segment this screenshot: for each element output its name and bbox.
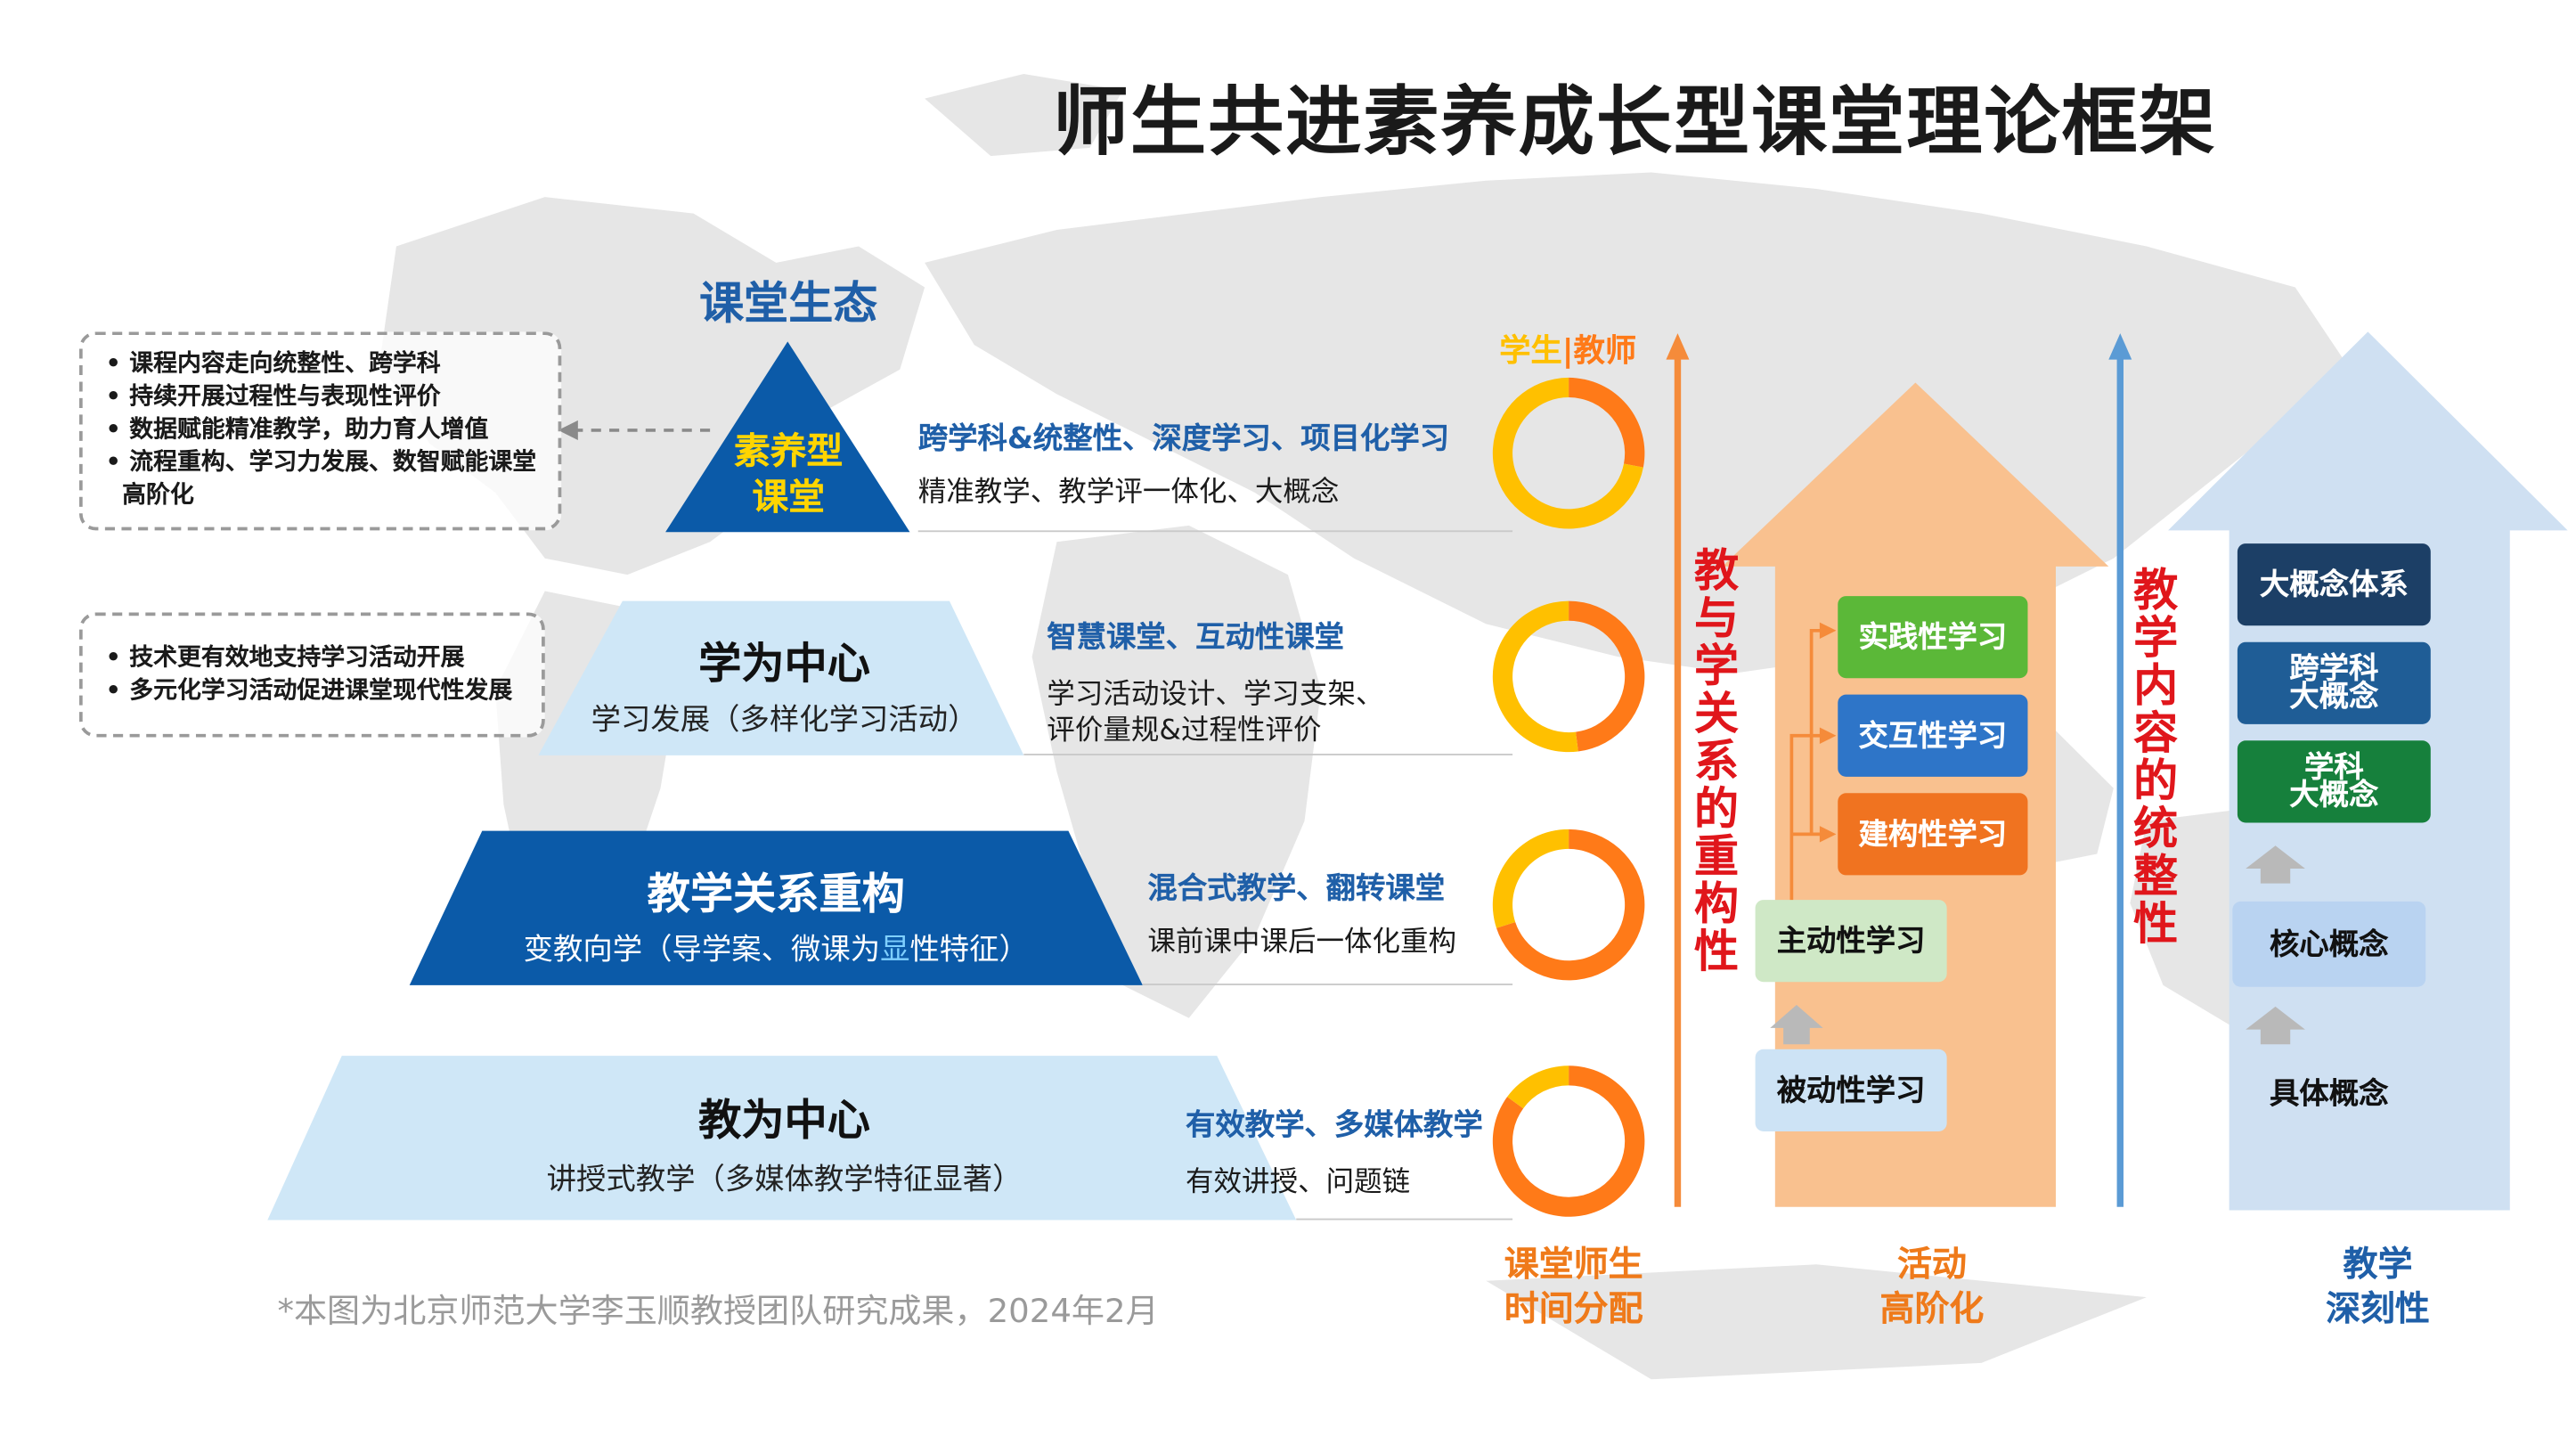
depth-footer-line2: 深刻性 xyxy=(2326,1288,2430,1329)
constructive-learning-box: 建构性学习 xyxy=(1838,793,2028,876)
level4-separator xyxy=(1296,1218,1513,1220)
interactive-learning-box: 交互性学习 xyxy=(1838,694,2028,777)
notes-mid-item: • 技术更有效地支持学习活动开展 xyxy=(105,645,465,672)
tier3-subtitle-pre: 变教向学（导学案、微课为 xyxy=(523,932,881,967)
legend-teacher: 教师 xyxy=(1573,333,1637,370)
donut-legend: 学生|教师 xyxy=(1499,327,1636,371)
big-concept-system-box: 大概念体系 xyxy=(2237,543,2431,626)
ecology-label: 课堂生态 xyxy=(699,279,878,331)
tier3-subtitle: 变教向学（导学案、微课为显性特征） xyxy=(412,927,1139,969)
activity-footer: 活动 高阶化 xyxy=(1833,1243,2031,1332)
active-learning-box: 主动性学习 xyxy=(1755,900,1947,983)
notes-box-mid: • 技术更有效地支持学习活动开展 • 多元化学习活动促进课堂现代性发展 xyxy=(78,612,545,738)
level2-body-line1: 学习活动设计、学习支架、 xyxy=(1047,678,1384,712)
time-footer-line1: 课堂师生 xyxy=(1504,1245,1643,1285)
activity-footer-line1: 活动 xyxy=(1897,1245,1967,1285)
pyramid-top-line1: 素养型 xyxy=(733,431,844,473)
concrete-concept-box: 具体概念 xyxy=(2270,1076,2389,1111)
level3-body: 课前课中课后一体化重构 xyxy=(1147,926,1457,959)
tier2-subtitle: 学习发展（多样化学习活动） xyxy=(591,702,978,738)
notes-box-top: • 课程内容走向统整性、跨学科 • 持续开展过程性与表现性评价 • 数据赋能精准… xyxy=(78,331,562,531)
passive-learning-box: 被动性学习 xyxy=(1755,1049,1947,1131)
content-integration-label: 教学内容的统整性 xyxy=(2124,566,2177,948)
level1-body: 精准教学、教学评一体化、大概念 xyxy=(917,476,1340,510)
level4-heading: 有效教学、多媒体教学 xyxy=(1186,1108,1483,1143)
tier4-title: 教为中心 xyxy=(698,1097,870,1147)
level1-separator xyxy=(917,530,1513,533)
notes-top-item: • 持续开展过程性与表现性评价 xyxy=(105,384,441,411)
donut-teacher-slice xyxy=(1569,377,1645,468)
practice-learning-box: 实践性学习 xyxy=(1838,596,2028,679)
subject-line1: 学科 xyxy=(2303,750,2364,786)
subject-line2: 大概念 xyxy=(2289,778,2379,813)
tier2-title: 学为中心 xyxy=(698,640,870,690)
pyramid-tier2-trapezoid xyxy=(538,600,1024,755)
pyramid-top-line2: 课堂 xyxy=(752,478,825,519)
depth-footer: 教学 深刻性 xyxy=(2278,1243,2476,1332)
level2-body-line2: 评价量规&过程性评价 xyxy=(1047,714,1322,747)
level3-heading: 混合式教学、翻转课堂 xyxy=(1147,871,1446,907)
level4-body: 有效讲授、问题链 xyxy=(1186,1165,1411,1199)
tier4-subtitle: 讲授式教学（多媒体教学特征显著） xyxy=(546,1162,1023,1197)
subject-concept-box: 学科 大概念 xyxy=(2237,740,2431,823)
donut-student-slice xyxy=(1492,600,1578,753)
cross-line1: 跨学科 xyxy=(2289,651,2379,687)
pyramid-top-triangle xyxy=(665,341,910,533)
notes-top-item: • 课程内容走向统整性、跨学科 xyxy=(105,351,441,378)
activity-footer-line2: 高阶化 xyxy=(1879,1288,1985,1329)
cross-discipline-concept-box: 跨学科 大概念 xyxy=(2237,641,2431,724)
legend-divider: | xyxy=(1561,333,1574,370)
core-concept-box: 核心概念 xyxy=(2232,901,2426,987)
time-footer-line2: 时间分配 xyxy=(1504,1288,1643,1329)
tier3-subtitle-highlight: 显 xyxy=(880,932,910,967)
pyramid-top-label: 素养型 课堂 xyxy=(694,430,884,522)
legend-student: 学生 xyxy=(1499,333,1562,370)
notes-top-item: • 数据赋能精准教学，助力育人增值 xyxy=(105,417,489,444)
notes-mid-item: • 多元化学习活动促进课堂现代性发展 xyxy=(105,678,513,705)
teach-learn-relation-label: 教与学关系的重构性 xyxy=(1685,546,1738,976)
tier3-title: 教学关系重构 xyxy=(647,869,905,920)
donut-teacher-slice xyxy=(1569,600,1645,752)
tier3-subtitle-post: 性特征） xyxy=(909,932,1029,967)
level3-separator xyxy=(1142,984,1513,985)
level2-heading: 智慧课堂、互动性课堂 xyxy=(1047,620,1344,656)
page-title: 师生共进素养成长型课堂理论框架 xyxy=(1052,77,2217,167)
cross-line2: 大概念 xyxy=(2289,680,2379,714)
level2-separator xyxy=(1023,754,1513,755)
notes-top-item: • 流程重构、学习力发展、数智赋能课堂高阶化 xyxy=(105,450,537,510)
level1-heading: 跨学科&统整性、深度学习、项目化学习 xyxy=(917,421,1450,457)
pyramid-tier4-trapezoid xyxy=(267,1056,1297,1220)
depth-footer-line1: 教学 xyxy=(2343,1245,2413,1285)
source-note: *本图为北京师范大学李玉顺教授团队研究成果，2024年2月 xyxy=(277,1290,1159,1330)
donut-student-slice xyxy=(1492,829,1569,928)
pyramid-tier3-trapezoid xyxy=(409,830,1143,985)
donut-student-slice xyxy=(1507,1065,1569,1109)
time-allocation-footer: 课堂师生 时间分配 xyxy=(1474,1243,1672,1332)
